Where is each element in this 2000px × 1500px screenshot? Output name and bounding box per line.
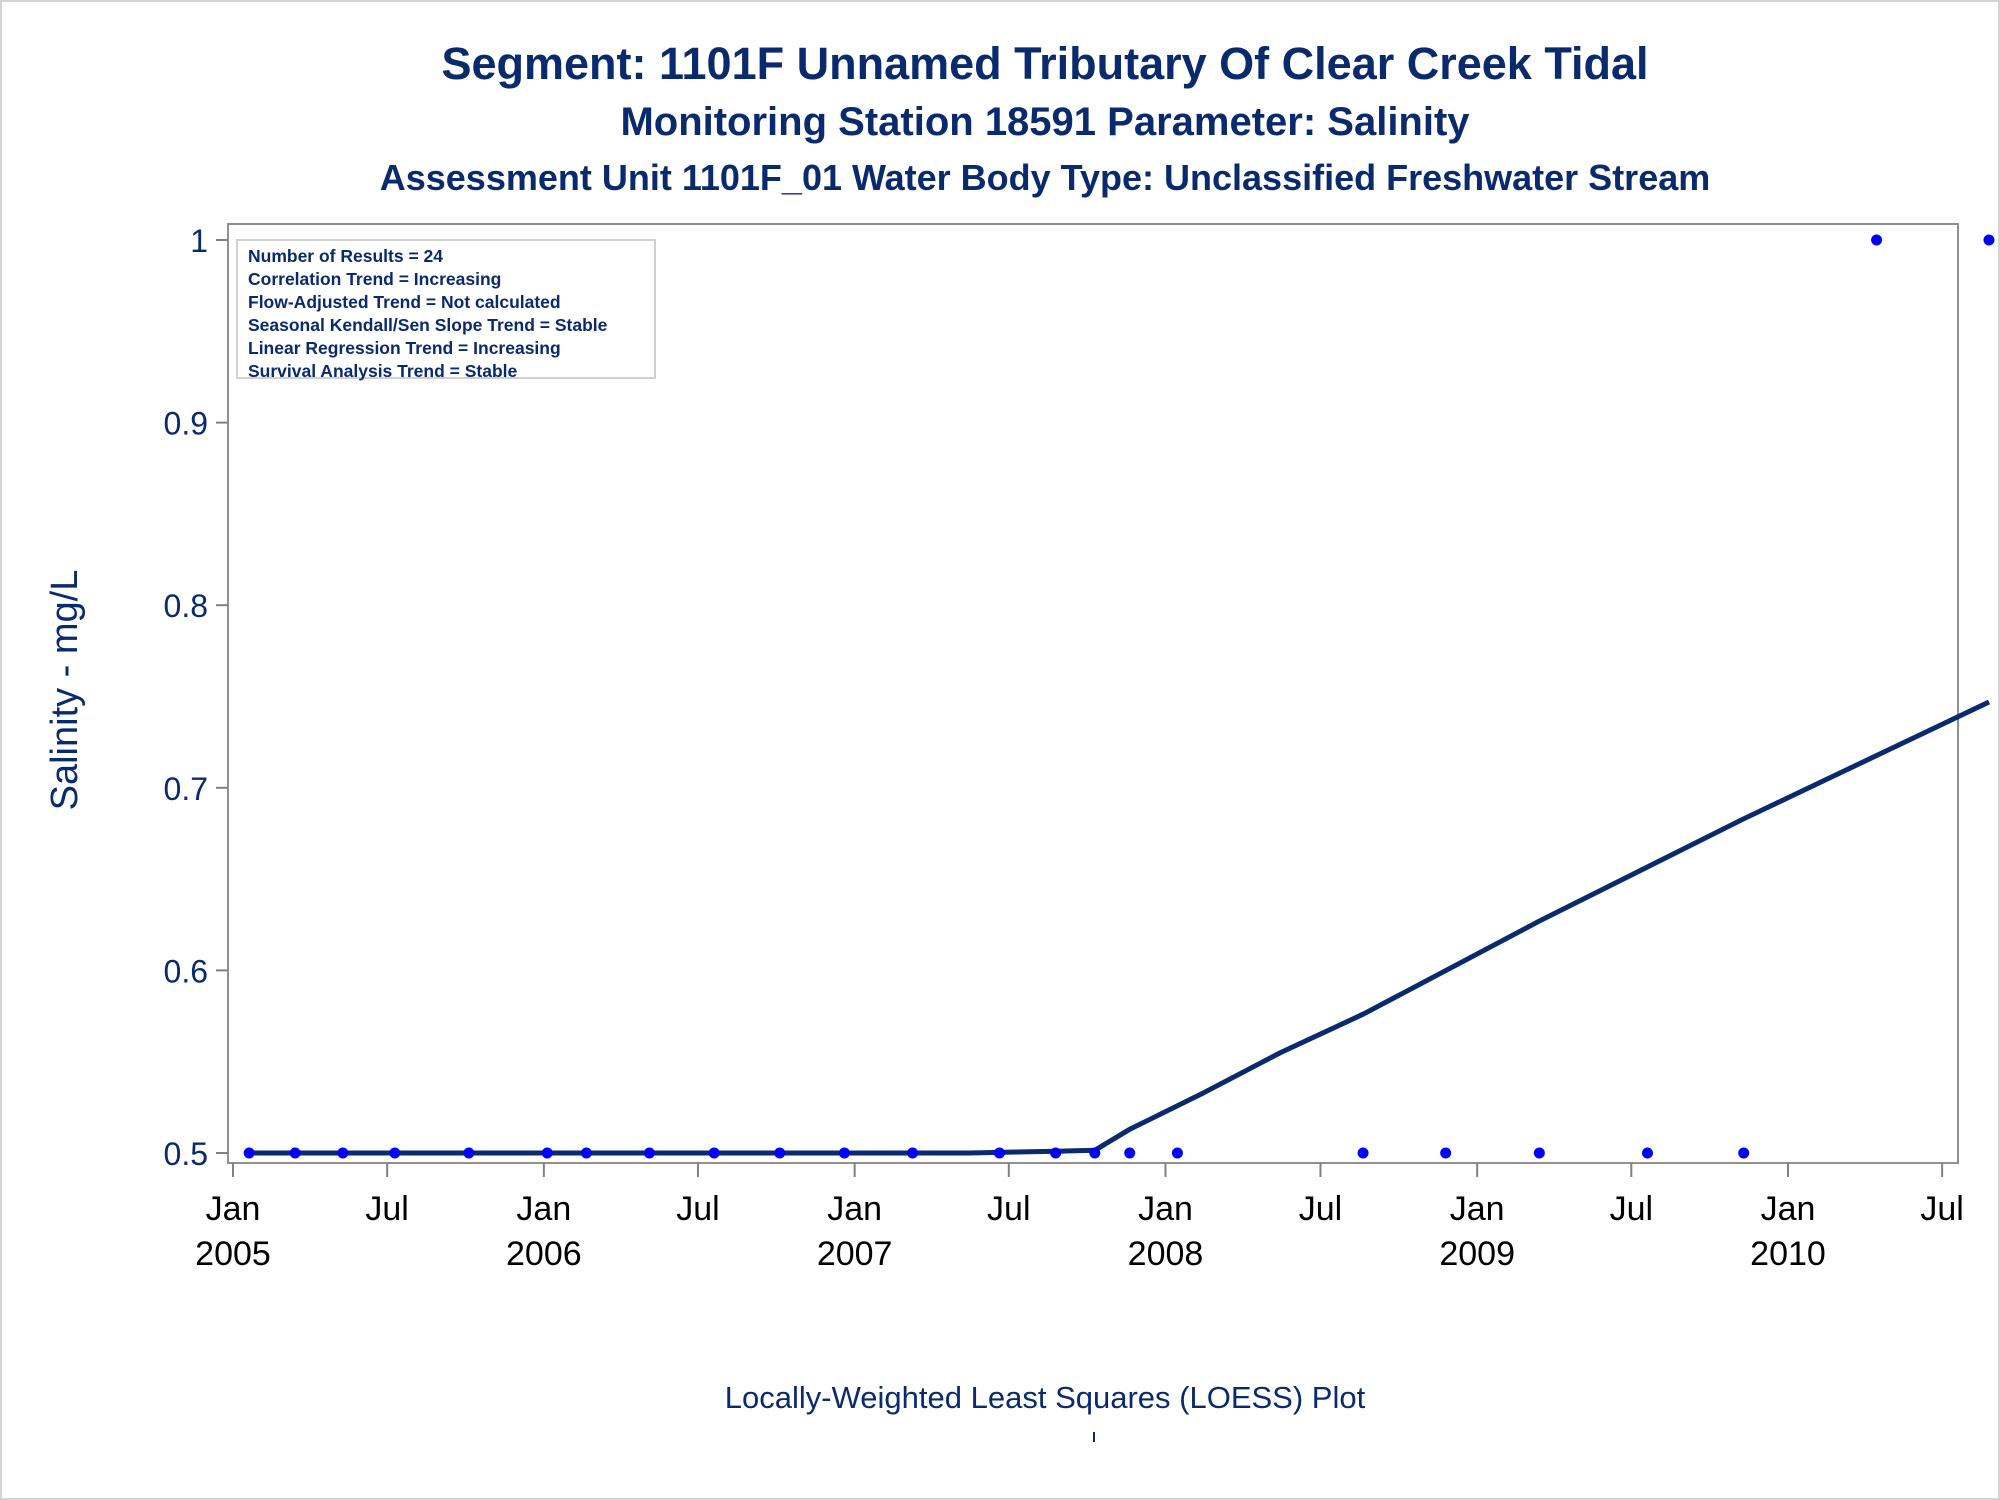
x-tick-year-label: 2010	[1750, 1235, 1826, 1273]
data-point	[1357, 1147, 1369, 1159]
footnote-tick-mark	[1093, 1432, 1095, 1442]
data-point	[838, 1147, 850, 1159]
x-tick-label: Jan	[1450, 1190, 1505, 1228]
x-tick-label: Jan	[1761, 1190, 1816, 1228]
data-point	[993, 1147, 1005, 1159]
stats-line: Seasonal Kendall/Sen Slope Trend = Stabl…	[248, 315, 608, 335]
data-point	[541, 1147, 553, 1159]
data-point	[1533, 1147, 1545, 1159]
chart-title: Segment: 1101F Unnamed Tributary Of Clea…	[441, 38, 1649, 89]
loess-trend-line	[249, 699, 1991, 1156]
data-point	[1871, 234, 1883, 246]
x-tick-label: Jul	[1610, 1190, 1653, 1228]
y-tick-label: 0.8	[164, 588, 208, 624]
data-point	[580, 1147, 592, 1159]
y-tick-label: 1	[190, 223, 208, 259]
data-point	[389, 1147, 401, 1159]
x-tick-label: Jul	[1920, 1190, 1963, 1228]
plot-area-border	[227, 223, 1959, 1164]
data-point	[643, 1147, 655, 1159]
chart-subtitle-2: Assessment Unit 1101F_01 Water Body Type…	[379, 157, 1711, 198]
x-tick-label: Jan	[1138, 1190, 1193, 1228]
x-tick-year-label: 2008	[1128, 1235, 1204, 1273]
x-tick-label: Jul	[365, 1190, 408, 1228]
y-tick-label: 0.5	[164, 1136, 208, 1172]
y-tick-label: 0.7	[164, 771, 208, 807]
data-point	[1983, 234, 1995, 246]
stats-line: Flow-Adjusted Trend = Not calculated	[248, 292, 561, 312]
data-point	[1171, 1147, 1183, 1159]
y-axis-label: Salinity - mg/L	[44, 570, 86, 811]
chart-subtitle: Monitoring Station 18591 Parameter: Sali…	[620, 100, 1470, 144]
stats-line: Linear Regression Trend = Increasing	[248, 338, 561, 358]
data-point	[1050, 1147, 1062, 1159]
x-tick-label: Jan	[827, 1190, 882, 1228]
chart-footnote: Locally-Weighted Least Squares (LOESS) P…	[724, 1380, 1366, 1415]
data-point	[907, 1147, 919, 1159]
data-point	[243, 1147, 255, 1159]
x-tick-label: Jul	[987, 1190, 1030, 1228]
x-tick-year-label: 2005	[195, 1235, 271, 1273]
data-point	[1440, 1147, 1452, 1159]
data-point	[1124, 1147, 1136, 1159]
x-tick-year-label: 2006	[506, 1235, 582, 1273]
data-point	[463, 1147, 475, 1159]
stats-box: Number of Results = 24 Correlation Trend…	[236, 239, 656, 381]
data-point	[708, 1147, 720, 1159]
data-point	[1738, 1147, 1750, 1159]
data-point	[1089, 1147, 1101, 1159]
data-point	[289, 1147, 301, 1159]
x-tick-year-label: 2007	[817, 1235, 893, 1273]
data-point	[1641, 1147, 1653, 1159]
x-tick-label: Jan	[206, 1190, 261, 1228]
stats-line: Correlation Trend = Increasing	[248, 269, 502, 289]
stats-line: Survival Analysis Trend = Stable	[248, 361, 518, 381]
y-tick-label: 0.6	[164, 953, 208, 989]
x-tick-year-label: 2009	[1439, 1235, 1515, 1273]
data-point	[774, 1147, 786, 1159]
data-point	[337, 1147, 349, 1159]
x-tick-label: Jan	[516, 1190, 571, 1228]
stats-line: Number of Results = 24	[248, 246, 443, 266]
x-tick-label: Jul	[1299, 1190, 1342, 1228]
y-tick-label: 0.9	[164, 406, 208, 442]
x-tick-label: Jul	[676, 1190, 719, 1228]
